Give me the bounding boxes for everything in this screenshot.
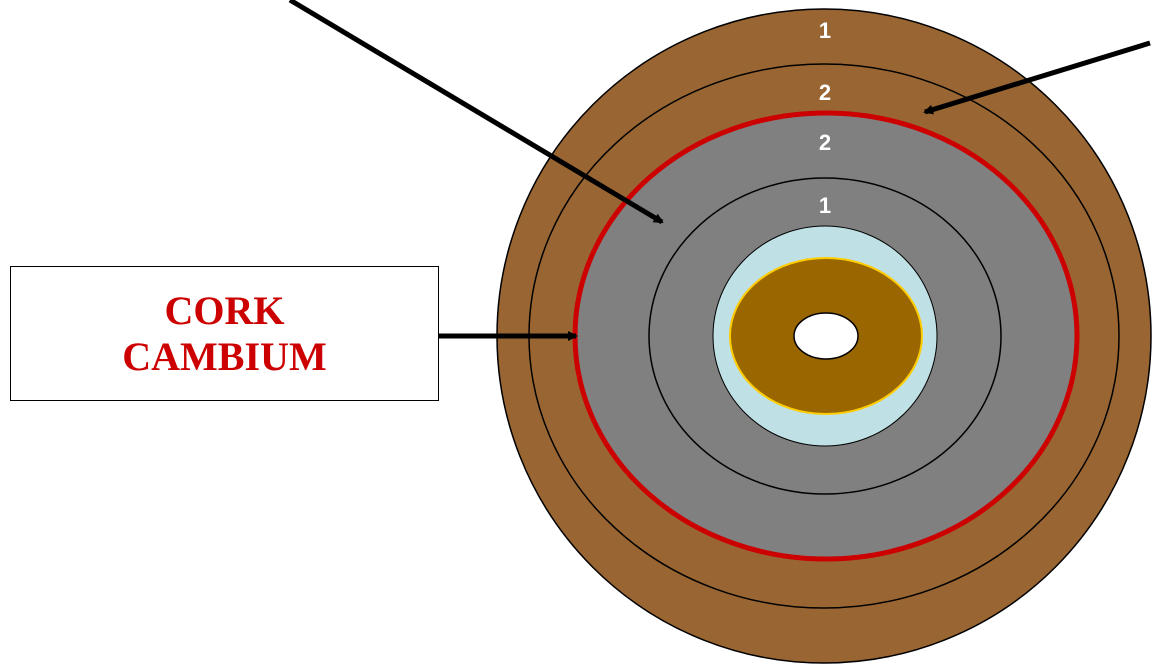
cork-cambium-callout: CORK CAMBIUM [10, 266, 439, 401]
arrow-to-secondary-phloem [288, 0, 664, 225]
ring-label-inner-1: 1 [819, 193, 831, 218]
phloem-boundary-ring [648, 177, 1002, 495]
callout-line-2: CAMBIUM [122, 333, 327, 379]
callout-line-1: CORK [164, 287, 285, 333]
pith [793, 312, 859, 360]
ring-label-outer-2: 2 [819, 80, 831, 105]
arrow-to-periderm [923, 40, 1151, 115]
ring-label-outer-1: 1 [819, 18, 831, 43]
ring-label-inner-2: 2 [819, 130, 831, 155]
